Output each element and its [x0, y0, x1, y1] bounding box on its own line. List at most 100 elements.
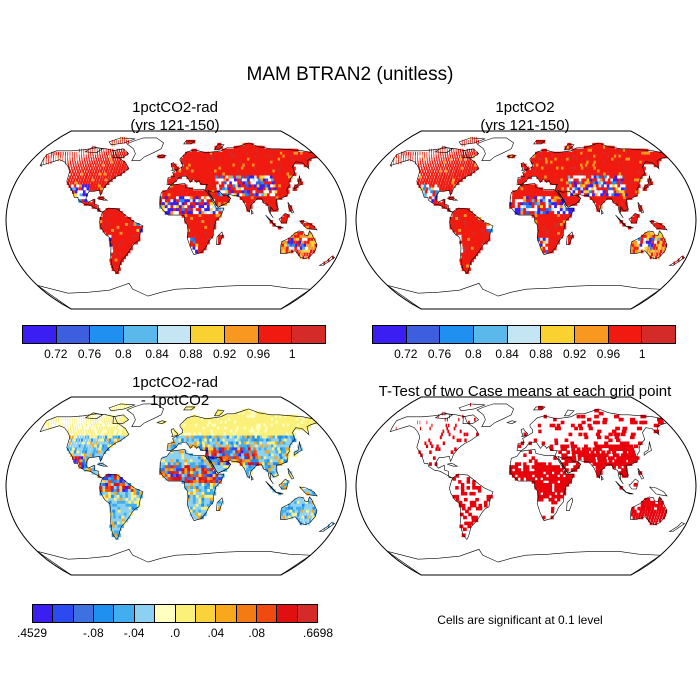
grid-cell [209, 474, 214, 478]
grid-cell [635, 249, 638, 254]
grid-cell [233, 441, 238, 446]
grid-cell [108, 474, 112, 478]
grid-cell [108, 160, 111, 165]
grid-cell [237, 157, 242, 162]
grid-cell [473, 240, 477, 245]
grid-cell [624, 181, 629, 185]
grid-cell [272, 193, 277, 197]
grid-cell [526, 172, 530, 177]
grid-cell [128, 234, 132, 239]
grid-cell [188, 426, 192, 431]
grid-cell [551, 214, 555, 218]
grid-cell [591, 169, 596, 174]
grid-cell [106, 181, 110, 185]
grid-cell [395, 157, 397, 162]
grid-cell [260, 172, 266, 177]
grid-cell [92, 450, 96, 454]
grid-cell [190, 486, 194, 490]
grid-cell [207, 151, 212, 156]
grid-cell [472, 214, 476, 218]
grid-cell [204, 471, 208, 475]
grid-cell [536, 172, 540, 177]
grid-cell [432, 193, 436, 197]
grid-cell [682, 255, 684, 260]
grid-cell [418, 166, 421, 171]
grid-cell [121, 417, 124, 422]
grid-cell [570, 234, 575, 239]
grid-cell [530, 160, 534, 165]
grid-cell [640, 237, 644, 242]
grid-cell [289, 429, 294, 434]
grid-cell [245, 196, 250, 200]
grid-cell [111, 474, 115, 478]
grid-cell [638, 208, 643, 212]
grid-cell [467, 234, 471, 239]
grid-cell [537, 205, 541, 209]
grid-cell [591, 175, 596, 180]
grid-cell [206, 190, 210, 194]
grid-cell [130, 486, 135, 490]
grid-cell [162, 202, 166, 206]
grid-cell [210, 444, 214, 449]
grid-cell [122, 169, 126, 174]
grid-cell [258, 432, 263, 437]
grid-cell [118, 246, 122, 251]
grid-cell [578, 175, 582, 180]
grid-cell [579, 184, 584, 188]
grid-cell [673, 261, 676, 266]
grid-cell [444, 151, 446, 156]
grid-cell [638, 205, 643, 209]
grid-cell [186, 438, 190, 443]
grid-cell [204, 494, 208, 499]
grid-cell [268, 444, 273, 449]
grid-cell [85, 163, 87, 168]
grid-cell [187, 223, 191, 227]
grid-cell [267, 169, 272, 174]
grid-cell [534, 220, 538, 224]
grid-cell [253, 166, 258, 171]
grid-cell [281, 187, 286, 191]
grid-cell [181, 190, 185, 194]
grid-cell [633, 220, 638, 224]
grid-cell [225, 429, 229, 434]
grid-cell [206, 500, 211, 505]
grid-cell [518, 178, 522, 183]
grid-cell [225, 196, 230, 200]
grid-cell [70, 172, 73, 177]
grid-cell [192, 503, 197, 508]
grid-cell [428, 148, 430, 153]
grid-cell [112, 435, 115, 440]
grid-cell [193, 169, 198, 174]
grid-cell [199, 172, 203, 177]
grid-cell [628, 172, 634, 177]
grid-cell [201, 432, 205, 437]
grid-cell [542, 160, 547, 165]
grid-cell [176, 172, 180, 177]
grid-cell [249, 178, 254, 183]
grid-cell [466, 211, 470, 215]
grid-cell [108, 175, 111, 180]
grid-cell [286, 438, 292, 443]
grid-cell [105, 228, 109, 233]
grid-cell [468, 246, 472, 251]
grid-cell [613, 181, 618, 185]
grid-cell [563, 184, 568, 188]
grid-cell [428, 187, 431, 191]
grid-cell [619, 169, 625, 174]
grid-cell [74, 154, 75, 159]
grid-cell [257, 178, 262, 183]
grid-cell [282, 435, 288, 440]
grid-cell [540, 217, 544, 221]
grid-cell [514, 196, 519, 200]
grid-cell [659, 223, 663, 227]
grid-cell [108, 486, 112, 490]
grid-cell [108, 223, 112, 227]
grid-cell [212, 444, 217, 449]
grid-cell [560, 220, 564, 224]
grid-cell [196, 420, 201, 425]
grid-cell [218, 477, 222, 481]
grid-cell [99, 435, 102, 440]
grid-cell [520, 199, 524, 203]
grid-cell [189, 243, 194, 248]
grid-cell [211, 453, 215, 457]
